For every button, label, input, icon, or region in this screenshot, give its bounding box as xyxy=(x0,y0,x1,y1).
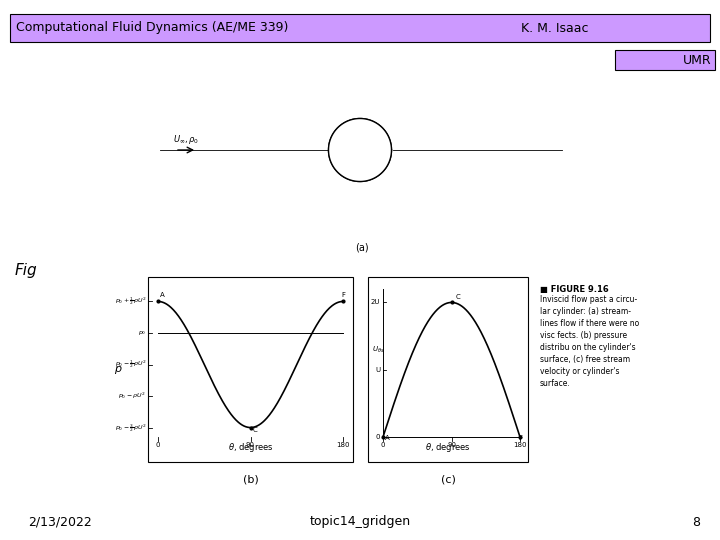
Text: $U_{\infty},\rho_0$: $U_{\infty},\rho_0$ xyxy=(173,133,199,146)
Text: lines flow if there were no: lines flow if there were no xyxy=(540,319,639,328)
Text: 2/13/2022: 2/13/2022 xyxy=(28,516,91,529)
Text: $\theta$, degrees: $\theta$, degrees xyxy=(425,441,471,454)
Bar xyxy=(615,50,715,70)
Text: lar cylinder: (a) stream-: lar cylinder: (a) stream- xyxy=(540,307,631,316)
Text: $p_0-\frac{1}{2}\rho U^2$: $p_0-\frac{1}{2}\rho U^2$ xyxy=(114,359,146,370)
Text: K. M. Isaac: K. M. Isaac xyxy=(521,22,588,35)
Text: (a): (a) xyxy=(355,242,369,252)
Bar xyxy=(10,14,710,42)
Text: UMR: UMR xyxy=(683,53,711,66)
Text: (b): (b) xyxy=(243,474,258,484)
Text: 0: 0 xyxy=(381,442,385,448)
Text: C: C xyxy=(456,294,460,300)
Text: p: p xyxy=(114,364,122,375)
Text: $p_0-\frac{3}{2}\rho U^2$: $p_0-\frac{3}{2}\rho U^2$ xyxy=(114,422,146,434)
Text: 180: 180 xyxy=(336,442,350,448)
Text: surface.: surface. xyxy=(540,379,571,388)
Text: 2U: 2U xyxy=(371,300,380,306)
Text: C: C xyxy=(253,427,257,433)
Text: velocity or cylinder's: velocity or cylinder's xyxy=(540,367,619,376)
Text: A: A xyxy=(385,435,390,441)
Text: 0: 0 xyxy=(156,442,161,448)
Text: Inviscid flow past a circu-: Inviscid flow past a circu- xyxy=(540,295,637,304)
Text: topic14_gridgen: topic14_gridgen xyxy=(310,516,410,529)
Text: 180: 180 xyxy=(513,442,527,448)
Text: ■ FIGURE 9.16: ■ FIGURE 9.16 xyxy=(540,285,608,294)
Text: 8: 8 xyxy=(692,516,700,529)
Text: Fig: Fig xyxy=(15,262,37,278)
Text: Computational Fluid Dynamics (AE/ME 339): Computational Fluid Dynamics (AE/ME 339) xyxy=(16,22,289,35)
Text: $p_0$: $p_0$ xyxy=(138,329,146,337)
Text: 0: 0 xyxy=(376,434,380,440)
Text: $p_0+\frac{1}{2}\rho U^2$: $p_0+\frac{1}{2}\rho U^2$ xyxy=(114,295,146,307)
Text: 90: 90 xyxy=(447,442,456,448)
Text: U: U xyxy=(375,367,380,373)
Text: visc fects. (b) pressure: visc fects. (b) pressure xyxy=(540,331,627,340)
Text: (c): (c) xyxy=(441,474,456,484)
Bar xyxy=(148,277,353,462)
Bar xyxy=(368,277,528,462)
Text: A: A xyxy=(160,293,165,299)
Text: distribu on the cylinder's: distribu on the cylinder's xyxy=(540,343,636,352)
Polygon shape xyxy=(328,118,392,181)
Text: F: F xyxy=(341,293,345,299)
Text: surface, (c) free stream: surface, (c) free stream xyxy=(540,355,630,364)
Text: $\theta$, degrees: $\theta$, degrees xyxy=(228,441,274,454)
Text: 90: 90 xyxy=(246,442,255,448)
Text: $U_{\theta s}$: $U_{\theta s}$ xyxy=(372,345,384,355)
Text: $p_0-\rho U^2$: $p_0-\rho U^2$ xyxy=(118,391,146,401)
Text: F: F xyxy=(518,435,522,441)
